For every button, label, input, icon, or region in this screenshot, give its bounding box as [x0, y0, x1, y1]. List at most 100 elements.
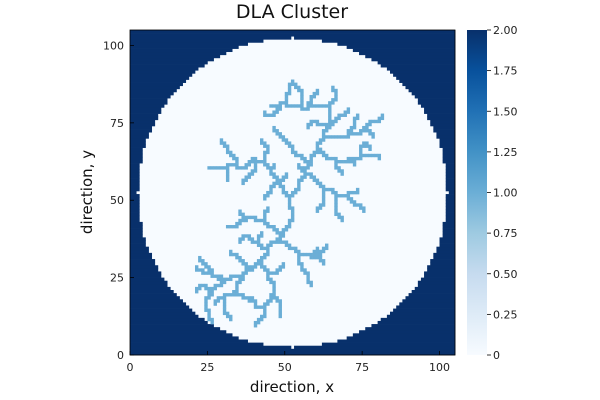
domain-outside-cell	[399, 302, 456, 306]
cluster-cell	[315, 147, 320, 152]
cluster-cell	[266, 252, 270, 257]
cluster-cell	[204, 271, 208, 275]
domain-outside-cell	[417, 280, 456, 285]
cluster-cell	[359, 156, 363, 161]
cluster-cell	[290, 194, 295, 198]
cluster-cell	[266, 150, 270, 155]
domain-outside-cell	[130, 280, 168, 285]
domain-outside-cell	[130, 85, 180, 90]
domain-outside-cell	[130, 150, 143, 155]
cluster-cell	[309, 163, 313, 167]
cluster-cell	[253, 262, 258, 266]
cluster-cell	[253, 160, 258, 164]
cluster-cell	[207, 296, 211, 300]
domain-outside-cell	[130, 317, 205, 322]
y-axis-ticks: 0 25 50 75 100	[103, 39, 134, 362]
domain-outside-cell	[130, 243, 146, 248]
domain-outside-cell	[445, 172, 456, 176]
cluster-cell	[355, 190, 360, 195]
cluster-cell	[306, 160, 310, 164]
domain-outside-cell	[130, 30, 456, 34]
cluster-cell	[337, 194, 341, 198]
cluster-cell	[266, 243, 270, 247]
cluster-cell	[222, 277, 227, 282]
cluster-cell	[321, 262, 326, 266]
cluster-cell	[278, 104, 282, 108]
cluster-cell	[256, 262, 261, 266]
domain-outside-cell	[359, 51, 456, 56]
cluster-cell	[260, 317, 264, 322]
domain-outside-cell	[130, 197, 140, 201]
cluster-cell	[290, 147, 295, 152]
cluster-cell	[290, 209, 295, 213]
cluster-cell	[325, 246, 329, 251]
cluster-cell	[281, 228, 286, 232]
domain-outside-cell	[442, 228, 456, 232]
colorbar-tick-label: 2.00	[493, 24, 518, 37]
domain-outside-cell	[130, 277, 165, 282]
cluster-cell	[352, 122, 357, 127]
cluster-cell	[229, 293, 233, 297]
cluster-cell	[362, 125, 366, 130]
cluster-cell	[318, 206, 323, 210]
cluster-cell	[359, 132, 363, 136]
cluster-cell	[368, 144, 372, 148]
cluster-cell	[201, 259, 205, 263]
cluster-cell	[263, 311, 267, 316]
cluster-cell	[266, 299, 270, 303]
cluster-cell	[272, 225, 276, 229]
cluster-cell	[294, 249, 298, 254]
domain-outside-cell	[417, 101, 456, 105]
cluster-cell	[222, 299, 227, 303]
cluster-cell	[352, 203, 357, 207]
cluster-cell	[368, 122, 372, 127]
domain-outside-cell	[445, 194, 456, 198]
domain-outside-cell	[365, 327, 456, 331]
cluster-cell	[297, 88, 301, 93]
domain-outside-cell	[411, 91, 456, 96]
domain-outside-cell	[130, 259, 156, 263]
cluster-cell	[225, 314, 230, 319]
cluster-cell	[275, 228, 279, 232]
domain-outside-cell	[424, 271, 456, 275]
domain-outside-cell	[442, 221, 456, 226]
cluster-cell	[365, 129, 369, 133]
cluster-cell	[368, 129, 372, 133]
cluster-cell	[238, 218, 242, 223]
domain-outside-cell	[439, 141, 456, 145]
cluster-cell	[278, 135, 282, 139]
cluster-cell	[269, 280, 273, 285]
cluster-cell	[250, 265, 255, 269]
cluster-cell	[371, 135, 375, 139]
cluster-cell	[284, 228, 289, 232]
domain-outside-cell	[380, 317, 456, 322]
cluster-cell	[297, 104, 301, 108]
cluster-cell	[272, 293, 276, 297]
domain-outside-cell	[130, 305, 190, 309]
domain-outside-cell	[130, 138, 146, 142]
cluster-cell	[247, 234, 252, 238]
cluster-cell	[225, 150, 230, 155]
cluster-cell	[198, 259, 202, 263]
cluster-cell	[355, 203, 360, 207]
cluster-cell	[244, 234, 248, 238]
cluster-cell	[253, 218, 258, 223]
cluster-cell	[260, 141, 264, 145]
domain-outside-cell	[433, 252, 456, 257]
cluster-cell	[362, 209, 366, 213]
cluster-cell	[229, 252, 233, 257]
domain-outside-cell	[130, 187, 140, 192]
domain-outside-cell	[436, 132, 456, 136]
domain-outside-cell	[359, 330, 456, 334]
domain-outside-cell	[436, 135, 456, 139]
cluster-cell	[321, 190, 326, 195]
domain-outside-cell	[411, 290, 456, 294]
domain-outside-cell	[130, 200, 140, 204]
cluster-cell	[294, 246, 298, 251]
domain-outside-cell	[427, 116, 456, 121]
cluster-cell	[229, 163, 233, 167]
cluster-cell	[266, 221, 270, 226]
cluster-cell	[253, 320, 258, 325]
domain-outside-cell	[433, 129, 456, 133]
domain-outside-cell	[346, 45, 456, 49]
